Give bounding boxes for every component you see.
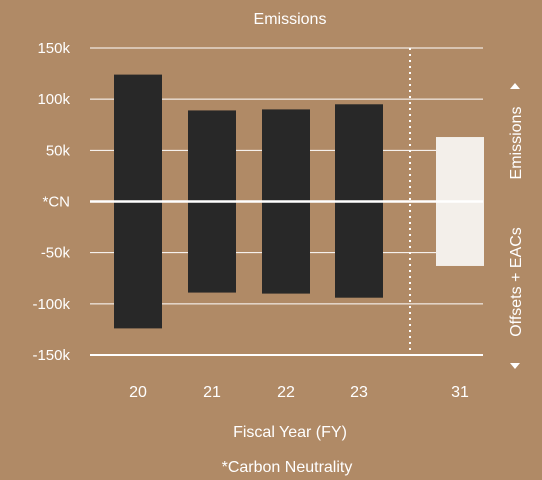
offsets-bar-20 bbox=[114, 201, 162, 329]
offsets-side-label: Offsets + EACs bbox=[508, 227, 525, 337]
y-tick-label: 50k bbox=[46, 142, 71, 159]
y-tick-label: 150k bbox=[37, 40, 70, 57]
offsets-bar-31 bbox=[436, 201, 484, 266]
up-arrow-icon bbox=[510, 83, 520, 89]
y-axis-ticks: 150k 100k 50k *CN -50k -100k -150k bbox=[32, 40, 70, 364]
offsets-bar-23 bbox=[335, 201, 383, 298]
footnote: *Carbon Neutrality bbox=[222, 459, 353, 476]
down-arrow-icon bbox=[510, 363, 520, 369]
x-tick-label: 21 bbox=[203, 384, 221, 401]
chart-title: Emissions bbox=[254, 11, 327, 28]
x-tick-label: 23 bbox=[350, 384, 368, 401]
y-tick-label: -150k bbox=[32, 347, 70, 364]
x-tick-label: 31 bbox=[451, 384, 469, 401]
emissions-bar-23 bbox=[335, 104, 383, 202]
bars bbox=[114, 74, 484, 329]
offsets-bar-21 bbox=[188, 201, 236, 293]
y-tick-label: -100k bbox=[32, 296, 70, 313]
y-tick-label: 100k bbox=[37, 91, 70, 108]
y-tick-label: *CN bbox=[42, 194, 70, 211]
x-axis-label: Fiscal Year (FY) bbox=[233, 424, 347, 441]
emissions-bar-31 bbox=[436, 137, 484, 202]
x-tick-label: 20 bbox=[129, 384, 147, 401]
emissions-side-label: Emissions bbox=[508, 107, 525, 180]
right-legend: Emissions Offsets + EACs bbox=[508, 83, 525, 369]
x-axis-ticks: 20 21 22 23 31 bbox=[129, 384, 469, 401]
offsets-bar-22 bbox=[262, 201, 310, 294]
emissions-bar-22 bbox=[262, 109, 310, 202]
x-tick-label: 22 bbox=[277, 384, 295, 401]
y-tick-label: -50k bbox=[41, 245, 71, 262]
emissions-bar-20 bbox=[114, 74, 162, 202]
emissions-bar-21 bbox=[188, 110, 236, 202]
